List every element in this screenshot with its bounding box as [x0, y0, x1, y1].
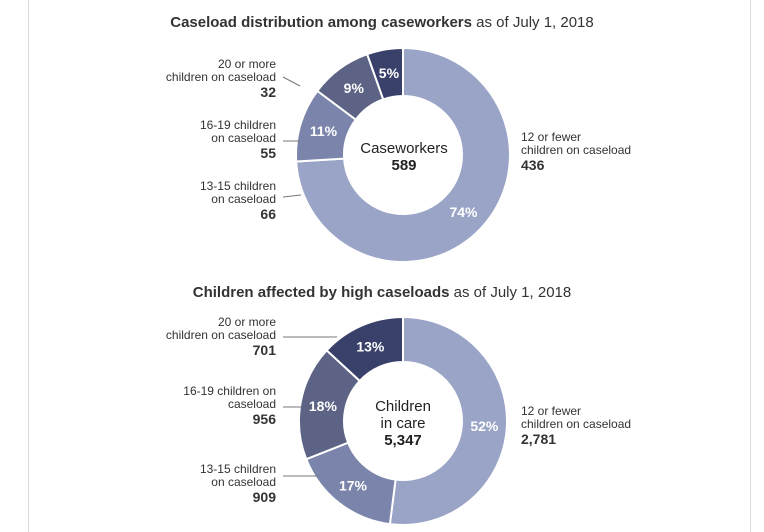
label-connector-line	[282, 194, 302, 198]
center-value: 5,347	[384, 432, 422, 449]
donut-slice-12-or-fewer	[388, 315, 508, 526]
center-text: Caseworkers	[360, 140, 448, 157]
right-border	[750, 0, 751, 532]
center-value: 589	[391, 157, 417, 174]
chart-title-bold: Caseload distribution among caseworkers	[170, 14, 472, 31]
chart-title-rest: as of July 1, 2018	[449, 284, 572, 301]
slice-percent-12-or-fewer: 52%	[470, 418, 499, 434]
slice-label-20-or-more: 20 or more children on caseload 32	[166, 58, 276, 101]
chart-title-bold: Children affected by high caseloads	[192, 284, 450, 301]
slice-label-value: 2,781	[521, 431, 557, 447]
donut-slice-20-or-more	[365, 46, 404, 101]
donut-center-label: Children in care 5,347	[353, 398, 453, 449]
slice-label-value: 32	[260, 84, 276, 100]
donut-slice-20-or-more	[325, 315, 404, 383]
slice-label-13-15: 13-15 children on caseload 909	[200, 463, 276, 506]
slice-label-text: 13-15 children on caseload	[199, 462, 276, 489]
slice-percent-16-19: 9%	[344, 80, 365, 96]
slice-label-16-19: 16-19 children on caseload 956	[183, 385, 276, 428]
slice-label-text: 16-19 children on caseload	[199, 118, 276, 145]
slice-percent-20-or-more: 5%	[379, 65, 400, 81]
slice-label-text: 20 or more children on caseload	[165, 57, 276, 84]
slice-label-value: 66	[260, 206, 276, 222]
slice-percent-16-19: 18%	[309, 398, 338, 414]
slice-label-20-or-more: 20 or more children on caseload 701	[166, 316, 276, 359]
slice-label-value: 956	[252, 411, 276, 427]
slice-label-text: 13-15 children on caseload	[199, 179, 276, 206]
label-connector-line	[282, 76, 301, 87]
chart-title: Children affected by high caseloads as o…	[0, 284, 764, 301]
slice-label-16-19: 16-19 children on caseload 55	[200, 119, 276, 162]
slice-label-13-15: 13-15 children on caseload 66	[200, 180, 276, 223]
donut-slice-12-or-fewer	[295, 46, 511, 263]
chart-title: Caseload distribution among caseworkers …	[0, 14, 764, 31]
donut-svg: 52% 17% 18% 13%	[283, 315, 508, 526]
slice-label-text: 12 or fewer children on caseload	[521, 404, 632, 431]
caseworker-donut-chart: Caseload distribution among caseworkers …	[0, 14, 764, 263]
slice-label-text: 16-19 children on caseload	[183, 384, 276, 411]
slice-label-value: 55	[260, 145, 276, 161]
slice-percent-20-or-more: 13%	[356, 338, 385, 354]
left-border	[28, 0, 29, 532]
slice-label-value: 436	[521, 157, 545, 173]
slice-label-text: 12 or fewer children on caseload	[521, 130, 632, 157]
slice-percent-12-or-fewer: 74%	[449, 204, 478, 220]
slice-label-value: 909	[252, 489, 276, 505]
slice-label-text: 20 or more children on caseload	[165, 315, 276, 342]
slice-label-12-or-fewer: 12 or fewer children on caseload 2,781	[521, 405, 631, 448]
donut-svg: 74% 11% 9% 5%	[282, 46, 511, 263]
slice-label-value: 701	[252, 342, 276, 358]
slice-percent-13-15: 17%	[339, 477, 368, 493]
children-donut-chart: Children affected by high caseloads as o…	[0, 266, 764, 532]
center-text: Children in care	[375, 398, 431, 432]
slice-label-12-or-fewer: 12 or fewer children on caseload 436	[521, 131, 631, 174]
chart-title-rest: as of July 1, 2018	[472, 14, 594, 31]
slice-percent-13-15: 11%	[310, 123, 338, 139]
donut-center-label: Caseworkers 589	[354, 140, 454, 174]
